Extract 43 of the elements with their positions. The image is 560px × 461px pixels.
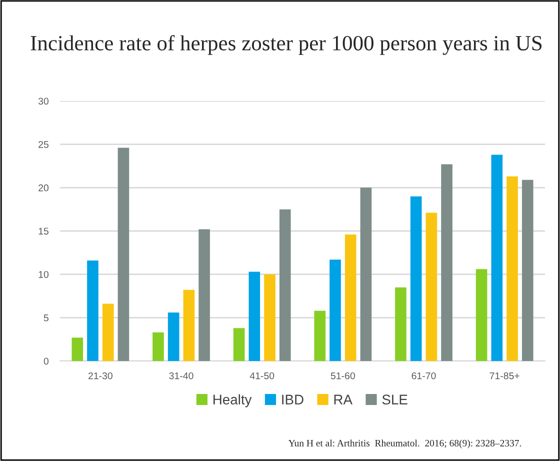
- x-tick-label: 71-85+: [490, 372, 520, 380]
- bar: [344, 234, 356, 361]
- bar: [168, 312, 180, 361]
- legend-label: SLE: [382, 394, 408, 404]
- bar: [72, 338, 84, 361]
- bar: [183, 290, 195, 361]
- chart-title: Incidence rate of herpes zoster per 1000 person years in US: [30, 35, 542, 55]
- legend-label: RA: [334, 394, 352, 404]
- bar: [506, 176, 518, 361]
- bar: [233, 328, 245, 361]
- bar: [102, 304, 114, 361]
- bar: [118, 148, 130, 361]
- bar: [314, 310, 326, 361]
- bar: [264, 274, 276, 361]
- bar: [248, 272, 260, 361]
- bar: [360, 188, 372, 361]
- x-tick-label: 31-40: [169, 372, 194, 380]
- y-tick-label: 10: [38, 271, 49, 278]
- bar: [426, 212, 438, 361]
- bar: [522, 180, 534, 361]
- bar: [152, 332, 164, 361]
- bar: [491, 154, 503, 361]
- x-tick-label: 51-60: [330, 372, 355, 380]
- bar: [395, 287, 406, 361]
- bar: [87, 260, 98, 361]
- bar: [476, 269, 488, 361]
- text: Yun H et al: Arthritis Rheumatol. 2016; 68(9): 2328–2337.: [288, 440, 522, 448]
- bar: [410, 196, 422, 361]
- x-tick-label: 61-70: [412, 372, 436, 380]
- y-tick-label: 25: [38, 141, 48, 148]
- legend-label: Healty: [213, 394, 252, 408]
- bar: [198, 229, 210, 361]
- bar: [279, 209, 291, 361]
- bar: [330, 260, 341, 361]
- x-tick-label: 41-50: [250, 372, 274, 380]
- x-tick-label: 21-30: [88, 372, 112, 380]
- legend-label: IBD: [282, 394, 304, 404]
- y-tick-label: 20: [38, 184, 49, 192]
- y-tick-label: 0: [44, 358, 49, 365]
- y-tick-label: 30: [38, 98, 49, 105]
- y-tick-label: 15: [38, 228, 48, 235]
- y-tick-label: 5: [44, 314, 48, 322]
- bar: [441, 164, 452, 361]
